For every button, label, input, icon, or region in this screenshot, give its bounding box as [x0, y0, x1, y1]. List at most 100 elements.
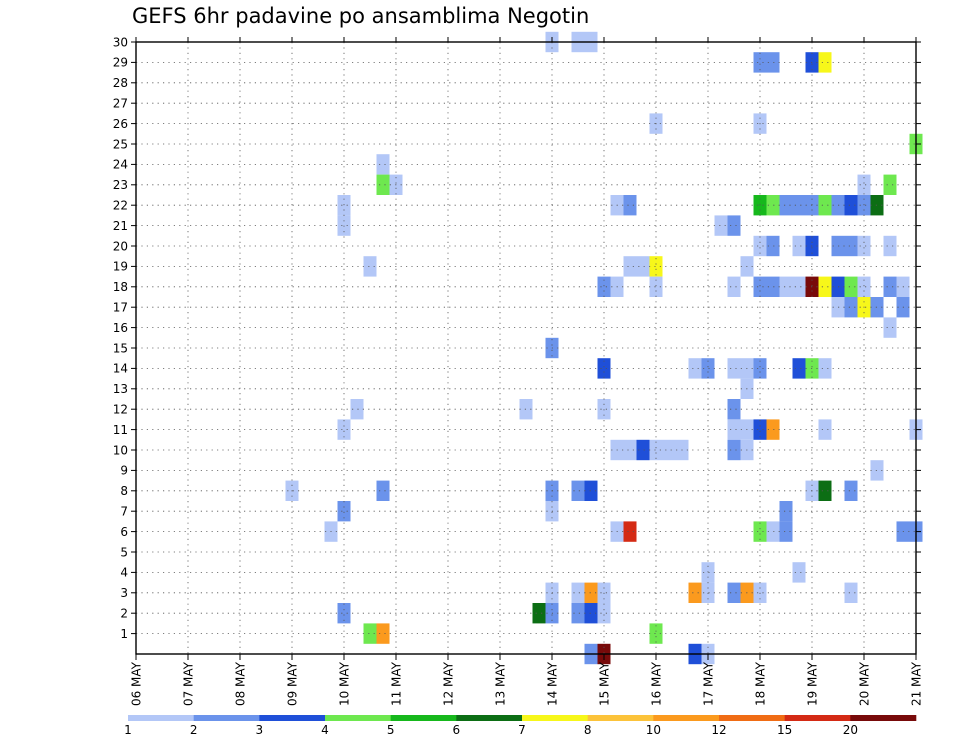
heatmap-cell	[714, 215, 728, 236]
heatmap-cell	[623, 439, 637, 461]
heatmap-cell	[597, 603, 611, 624]
heatmap-cell	[818, 358, 832, 379]
heatmap-cell	[636, 256, 650, 277]
y-tick-label: 3	[120, 586, 128, 600]
heatmap-cell	[792, 562, 806, 583]
y-tick-label: 29	[113, 56, 128, 70]
heatmap-cell	[753, 235, 767, 257]
heatmap-cell	[883, 276, 897, 297]
legend-swatch	[850, 715, 917, 721]
heatmap-cell	[779, 521, 793, 542]
heatmap-cell	[818, 480, 832, 501]
x-tick-label: 07 MAY	[182, 661, 196, 706]
heatmap-cell	[857, 276, 871, 297]
heatmap-cell	[597, 358, 611, 379]
heatmap-cell	[701, 562, 715, 583]
legend-label: 4	[321, 723, 329, 737]
heatmap-cell	[727, 358, 741, 379]
heatmap-cell	[792, 276, 806, 297]
heatmap-cell	[636, 439, 650, 461]
heatmap-cell	[571, 480, 585, 501]
heatmap-cell	[363, 623, 377, 644]
heatmap-cell	[857, 235, 871, 257]
y-tick-label: 1	[120, 627, 128, 641]
heatmap-cell	[766, 235, 780, 257]
heatmap-cell	[753, 358, 767, 379]
heatmap-cell	[688, 582, 702, 603]
y-tick-label: 9	[120, 464, 128, 478]
y-tick-label: 2	[120, 607, 128, 621]
x-tick-label: 18 MAY	[754, 661, 768, 706]
y-tick-label: 13	[113, 382, 128, 396]
heatmap-cell	[818, 419, 832, 440]
legend-swatch	[587, 715, 654, 721]
heatmap-cell	[649, 623, 663, 644]
y-tick-label: 16	[113, 321, 128, 335]
heatmap-cell	[844, 297, 858, 318]
legend-swatch	[128, 715, 194, 721]
heatmap-cell	[350, 399, 364, 420]
legend-swatch	[653, 715, 720, 721]
x-tick-label: 19 MAY	[806, 661, 820, 706]
y-tick-label: 4	[120, 566, 128, 580]
legend-label: 6	[453, 723, 461, 737]
y-tick-label: 14	[113, 362, 128, 376]
x-tick-label: 17 MAY	[702, 661, 716, 706]
heatmap-cell	[649, 256, 663, 277]
x-tick-label: 14 MAY	[546, 661, 560, 706]
legend-label: 12	[711, 723, 726, 737]
heatmap-cell	[818, 195, 832, 216]
heatmap-cell	[766, 276, 780, 297]
chart-title: GEFS 6hr padavine po ansamblima Negotin	[132, 4, 590, 28]
legend-swatch	[719, 715, 785, 721]
heatmap-cell	[844, 582, 858, 603]
legend-swatch	[522, 715, 588, 721]
heatmap-cell	[623, 521, 637, 542]
heatmap-cell	[337, 419, 351, 440]
heatmap-cell	[792, 235, 806, 257]
y-tick-label: 18	[113, 280, 128, 294]
legend-label: 1	[124, 723, 132, 737]
heatmap-cell	[649, 276, 663, 297]
heatmap-cell	[649, 439, 663, 461]
heatmap-cell	[753, 521, 767, 542]
heatmap-cell	[584, 582, 598, 603]
x-tick-label: 10 MAY	[338, 661, 352, 706]
legend-label: 15	[777, 723, 792, 737]
heatmap-cell	[727, 276, 741, 297]
x-tick-label: 16 MAY	[650, 661, 664, 706]
heatmap-cell	[818, 52, 832, 73]
x-tick-label: 21 MAY	[910, 661, 924, 706]
heatmap-cell	[844, 276, 858, 297]
y-tick-label: 24	[113, 158, 128, 172]
heatmap-cell	[337, 603, 351, 624]
x-tick-label: 09 MAY	[286, 661, 300, 706]
heatmap-cell	[818, 276, 832, 297]
y-tick-label: 17	[113, 301, 128, 315]
heatmap-cell	[337, 501, 351, 522]
x-tick-label: 20 MAY	[858, 661, 872, 706]
y-tick-label: 6	[120, 525, 128, 539]
heatmap-cell	[662, 439, 676, 461]
heatmap-cell	[727, 582, 741, 603]
y-tick-label: 19	[113, 260, 128, 274]
x-tick-label: 12 MAY	[442, 661, 456, 706]
y-tick-label: 21	[113, 219, 128, 233]
y-tick-label: 15	[113, 341, 128, 355]
heatmap-cell	[857, 174, 871, 195]
heatmap-cell	[766, 52, 780, 73]
legend-swatch	[325, 715, 391, 721]
legend-label: 5	[387, 723, 395, 737]
heatmap-cell	[766, 195, 780, 216]
heatmap-cell	[363, 256, 377, 277]
heatmap-cell	[844, 195, 858, 216]
heatmap-cell	[727, 439, 741, 461]
heatmap-cell	[727, 215, 741, 236]
y-tick-label: 30	[113, 35, 128, 49]
heatmap-cell	[766, 521, 780, 542]
heatmap-cell	[779, 501, 793, 522]
heatmap-cell	[844, 235, 858, 257]
heatmap-cell	[584, 480, 598, 501]
legend-swatch	[390, 715, 457, 721]
x-tick-label: 15 MAY	[598, 661, 612, 706]
